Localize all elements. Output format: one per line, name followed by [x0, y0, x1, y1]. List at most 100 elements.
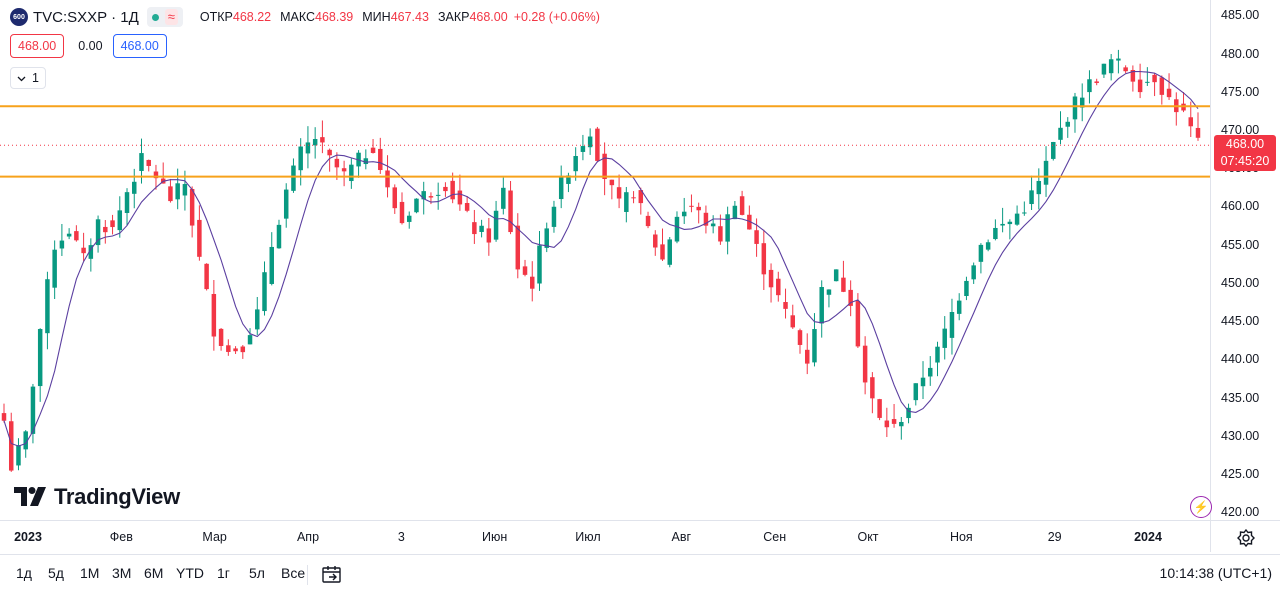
candle-down: [884, 420, 890, 428]
close-value: 468.00: [469, 10, 508, 24]
candle-down: [790, 315, 796, 328]
time-tick-label: Июл: [575, 530, 601, 544]
candle-down: [768, 269, 774, 288]
candle-up: [1051, 141, 1056, 159]
candle-up: [30, 386, 36, 434]
market-status[interactable]: ≈: [146, 7, 183, 27]
candle-down: [81, 247, 86, 254]
chart-legend: 600 TVC:SXXP · 1Д ≈ ОТКР 468.22 МАКС 468…: [10, 6, 600, 28]
gear-icon[interactable]: [1211, 521, 1280, 553]
candle-up: [1072, 96, 1078, 120]
candle-up: [537, 245, 542, 284]
candle-down: [320, 137, 325, 143]
candle-down: [660, 244, 665, 260]
chart-canvas[interactable]: [0, 0, 1210, 520]
candle-down: [1152, 74, 1157, 83]
candle-up: [674, 216, 680, 242]
candle-up: [59, 240, 65, 249]
candle-up: [978, 244, 984, 262]
clock-timezone[interactable]: 10:14:38 (UTC+1): [1159, 565, 1272, 581]
candle-down: [1166, 88, 1172, 98]
last-price-value: 468.00: [1225, 137, 1265, 152]
candle-up: [913, 383, 919, 401]
range-button[interactable]: YTD: [176, 565, 204, 581]
candle-up: [312, 139, 318, 146]
range-button[interactable]: 1д: [16, 565, 32, 581]
candle-up: [291, 165, 296, 191]
tradingview-logo[interactable]: TradingView: [14, 484, 180, 510]
high-label: МАКС: [280, 10, 316, 24]
range-button[interactable]: 1М: [80, 565, 100, 581]
candle-down: [457, 190, 463, 205]
time-tick-label: Окт: [857, 530, 879, 544]
candle-down: [739, 196, 745, 215]
candle-up: [964, 280, 969, 297]
low-label: МИН: [362, 10, 391, 24]
candle-up: [949, 312, 955, 338]
candle-down: [696, 206, 701, 211]
candle-up: [66, 233, 72, 237]
candle-down: [464, 202, 470, 211]
range-button[interactable]: 5д: [48, 565, 64, 581]
candle-up: [1101, 63, 1107, 75]
candle-up: [45, 279, 50, 334]
candle-down: [515, 225, 521, 270]
candle-down: [443, 186, 448, 192]
candle-up: [501, 187, 506, 209]
price-tick-label: 420.00: [1221, 505, 1260, 520]
candle-up: [812, 329, 817, 363]
time-tick-label: Фев: [109, 530, 133, 544]
range-button[interactable]: 1г: [217, 565, 230, 581]
candlestick-chart[interactable]: [0, 0, 1210, 520]
buy-price-button[interactable]: 468.00: [112, 34, 167, 58]
chart-settings-button[interactable]: [1210, 520, 1280, 552]
price-tick-label: 430.00: [1221, 428, 1260, 443]
candle-up: [920, 377, 926, 387]
calendar-range-icon[interactable]: [320, 563, 344, 587]
candle-down: [530, 276, 535, 289]
candle-up: [95, 219, 101, 246]
candle-up: [1000, 223, 1005, 226]
candle-down: [1137, 79, 1143, 93]
price-tick-label: 460.00: [1221, 199, 1260, 214]
candle-down: [747, 214, 752, 230]
time-tick-label: Ноя: [949, 530, 973, 544]
candle-up: [16, 445, 21, 466]
time-axis[interactable]: 2023 Фев Мар Апр 3 Июн Июл Авг Сен Окт Ноя 29 2024: [0, 520, 1210, 552]
candle-up: [124, 192, 130, 214]
candle-up: [1065, 121, 1070, 127]
candle-up: [1029, 190, 1034, 205]
open-label: ОТКР: [199, 10, 233, 24]
candle-down: [153, 171, 159, 179]
range-button[interactable]: 6М: [144, 565, 164, 581]
candle-up: [276, 224, 282, 249]
indicator-count: 1: [32, 71, 39, 85]
lightning-icon[interactable]: ⚡: [1190, 496, 1212, 518]
candle-up: [1036, 180, 1042, 195]
candle-down: [472, 222, 477, 235]
spread-value: 0.00: [78, 39, 103, 53]
indicators-toggle[interactable]: 1: [10, 67, 46, 89]
range-button[interactable]: 5л: [249, 565, 265, 581]
range-button[interactable]: Все: [281, 565, 306, 581]
candle-down: [804, 349, 810, 364]
candle-down: [392, 187, 398, 209]
candle-up: [826, 289, 832, 295]
candle-up: [414, 198, 419, 213]
candle-up: [406, 215, 412, 222]
candle-up: [544, 228, 549, 248]
candle-down: [703, 212, 709, 226]
candle-down: [211, 293, 217, 337]
candle-up: [132, 181, 137, 194]
candle-up: [255, 309, 260, 330]
candle-down: [761, 243, 767, 275]
candle-down: [595, 128, 600, 161]
candle-down: [877, 399, 882, 418]
price-axis[interactable]: 485.00480.00475.00470.00465.00460.00455.…: [1210, 0, 1280, 520]
candle-down: [341, 168, 347, 172]
candle-up: [1079, 97, 1085, 108]
sell-price-button[interactable]: 468.00: [10, 34, 65, 58]
range-button[interactable]: 3М: [112, 565, 132, 581]
open-value: 468.22: [232, 10, 272, 24]
symbol-title[interactable]: TVC:SXXP · 1Д: [33, 8, 139, 26]
